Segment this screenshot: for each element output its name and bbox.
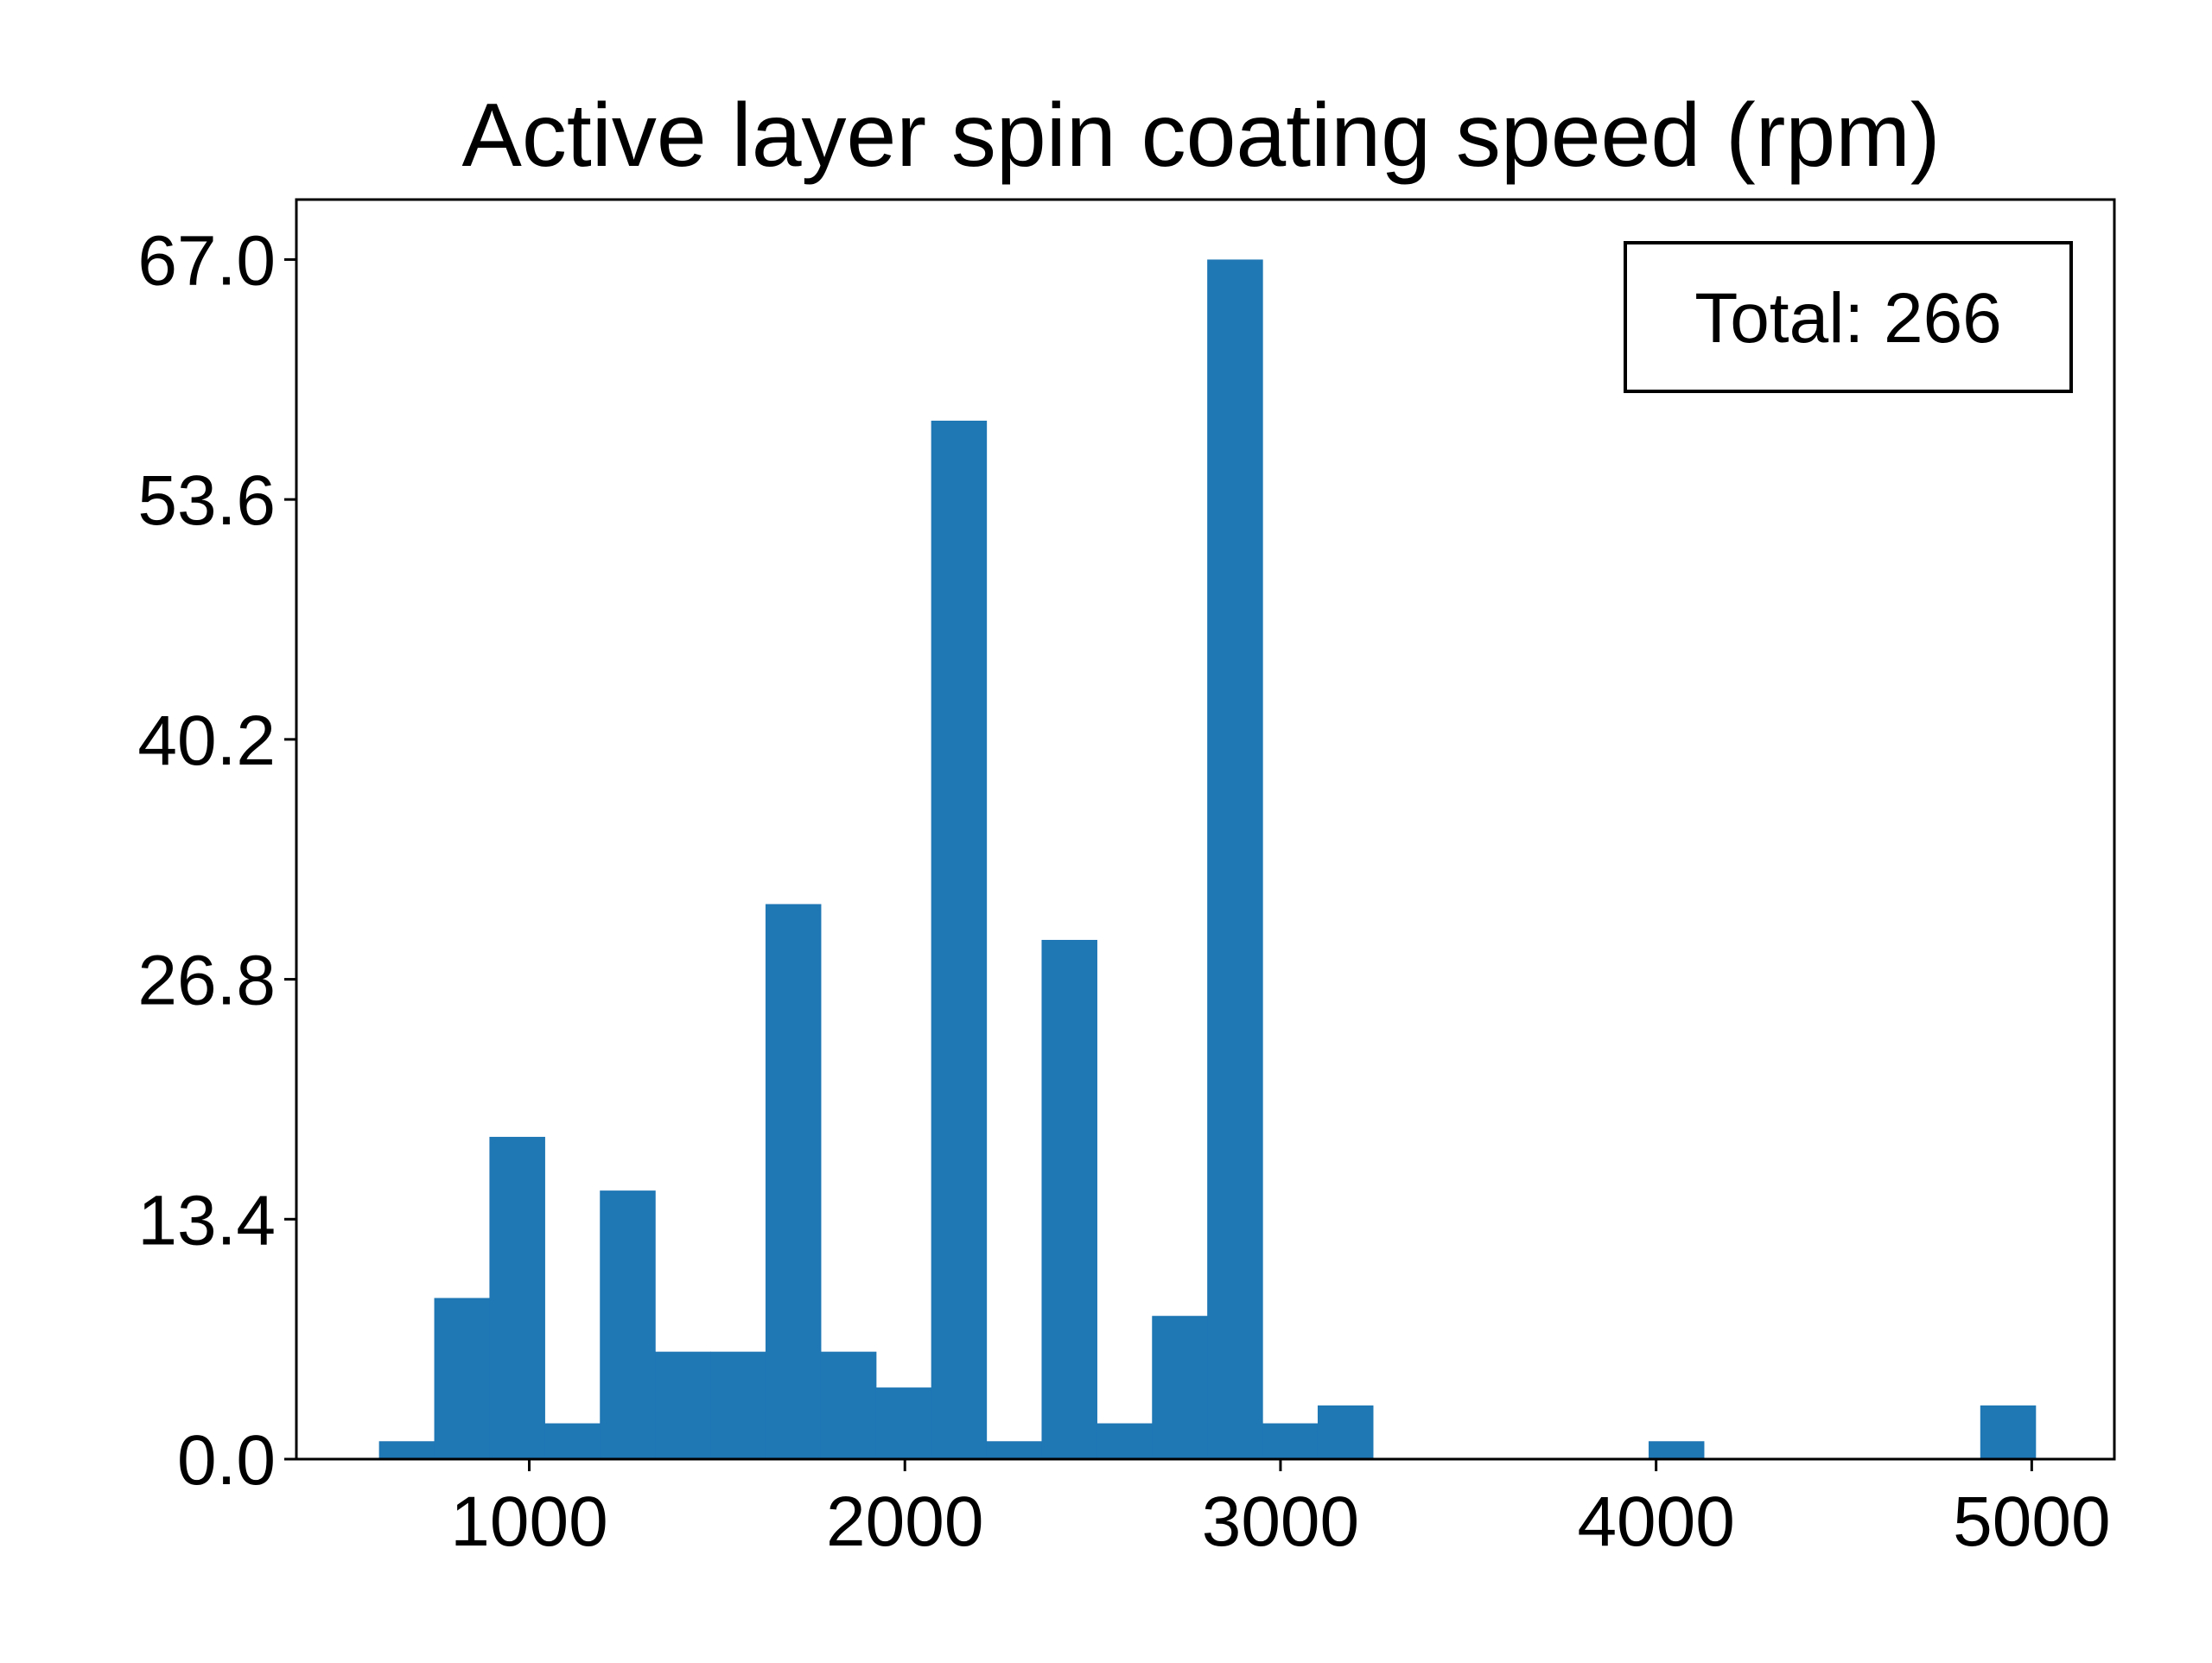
histogram-bar-2 [489, 1136, 545, 1459]
histogram-bar-17 [1317, 1405, 1374, 1459]
x-tick-label-0: 1000 [450, 1482, 607, 1561]
axes-layer [295, 198, 2116, 1461]
y-tick-label-1: 13.4 [137, 1181, 276, 1260]
legend-box: Total: 266 [1624, 241, 2073, 393]
y-tick-label-0: 0.0 [177, 1421, 276, 1500]
chart-title: Active layer spin coating speed (rpm) [462, 86, 1941, 186]
bars-layer [378, 259, 2037, 1460]
histogram-bar-12 [1041, 939, 1097, 1459]
histogram-bar-15 [1207, 259, 1263, 1460]
histogram-bar-18 [1648, 1441, 1705, 1459]
histogram-bar-7 [765, 904, 822, 1459]
x-tick-label-3: 4000 [1577, 1482, 1734, 1561]
y-tick-label-2: 26.8 [137, 942, 276, 1020]
y-tick-label-4: 53.6 [137, 461, 276, 540]
histogram-bar-16 [1262, 1423, 1319, 1459]
histogram-bar-14 [1152, 1316, 1208, 1459]
histogram-bar-3 [544, 1423, 601, 1459]
histogram-bar-11 [986, 1441, 1043, 1459]
ticks-layer: 1000 2000 3000 4000 5000 0.0 13.4 26.8 40.2 53.6 6… [137, 221, 2110, 1561]
y-tick-label-5: 67.0 [137, 221, 276, 300]
histogram-bar-1 [434, 1298, 491, 1459]
plot-frame [295, 198, 2116, 1461]
histogram-bar-5 [655, 1351, 711, 1459]
histogram-bar-13 [1096, 1423, 1153, 1459]
legend-frame [1624, 241, 2073, 393]
y-tick-label-3: 40.2 [137, 701, 276, 780]
x-tick-label-2: 3000 [1202, 1482, 1359, 1561]
histogram-bar-0 [378, 1441, 435, 1459]
histogram-bar-9 [875, 1387, 932, 1459]
histogram-bar-8 [820, 1351, 877, 1459]
x-tick-label-1: 2000 [826, 1482, 983, 1561]
histogram-bar-10 [931, 420, 988, 1460]
total-annotation: Total: 266 [1694, 279, 2002, 358]
histogram-bar-6 [710, 1351, 766, 1459]
histogram-bar-4 [600, 1190, 656, 1459]
x-tick-label-4: 5000 [1953, 1482, 2110, 1561]
histogram-bar-19 [1980, 1405, 2037, 1459]
